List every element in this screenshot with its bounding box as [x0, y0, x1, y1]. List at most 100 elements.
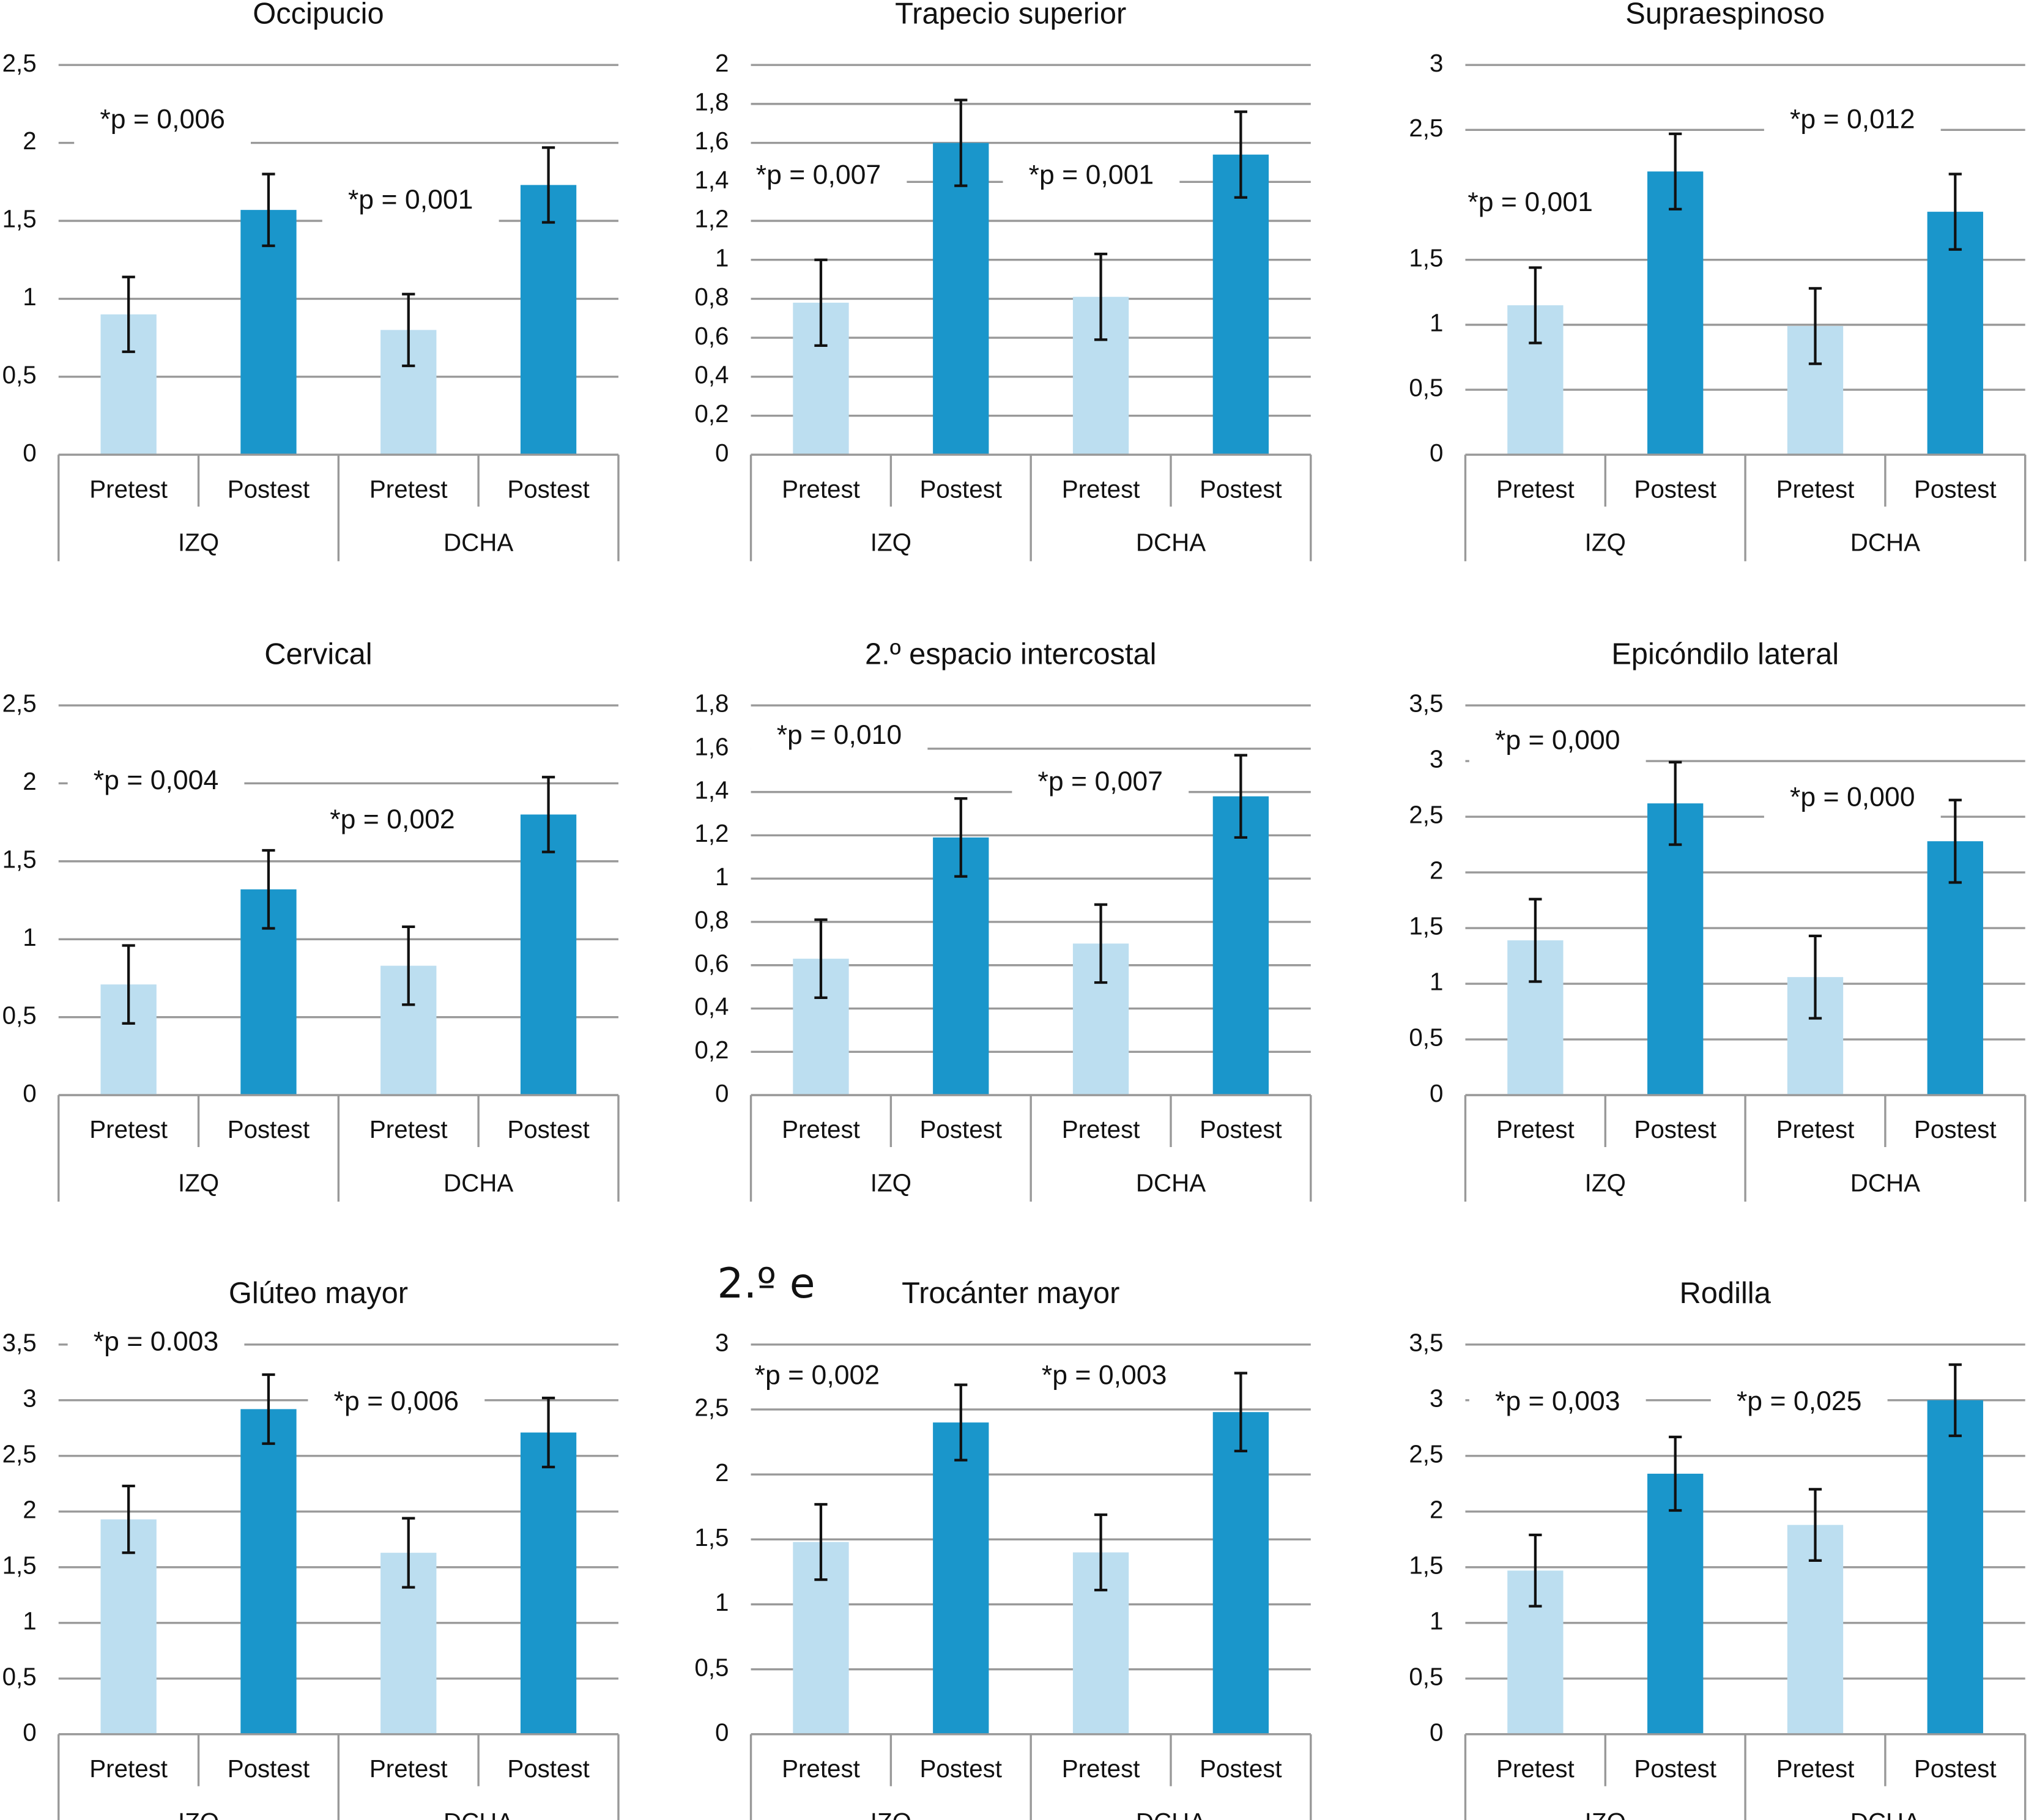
annotation: *p = 0,000 — [1790, 782, 1915, 812]
x-tick-label: Pretest — [1496, 1755, 1575, 1783]
y-tick-label: 0,5 — [1409, 1663, 1443, 1691]
overlay-text: 2.º e — [717, 1260, 815, 1308]
x-tick-label: Pretest — [89, 1115, 168, 1143]
y-tick-label: 3 — [715, 1328, 729, 1356]
x-tick-label: Pretest — [1062, 475, 1140, 503]
x-tick-label: Postest — [920, 1115, 1003, 1143]
x-tick-label: Postest — [1200, 1755, 1282, 1783]
y-tick-label: 1,6 — [694, 127, 729, 155]
chart-title: Epicóndilo lateral — [1611, 637, 1839, 670]
annotation: *p = 0.003 — [94, 1326, 219, 1356]
annotation: *p = 0,004 — [94, 765, 219, 795]
annotation: *p = 0,002 — [330, 804, 455, 834]
y-tick-label: 1,8 — [694, 88, 729, 116]
bar — [933, 837, 989, 1096]
y-tick-label: 3 — [1430, 1384, 1443, 1412]
y-tick-label: 1,2 — [694, 819, 729, 847]
y-tick-label: 0,4 — [694, 360, 729, 388]
y-tick-label: 2,5 — [694, 1394, 729, 1422]
annotation-bg — [1710, 1380, 1888, 1427]
x-tick-label: Postest — [1200, 475, 1282, 503]
group-label: IZQ — [870, 1168, 911, 1197]
y-tick-label: 0,5 — [2, 360, 37, 388]
y-tick-label: 2 — [1430, 856, 1443, 885]
group-label: IZQ — [1585, 528, 1626, 556]
chart-title: Trapecio superior — [895, 0, 1126, 30]
y-tick-label: 2 — [23, 127, 36, 155]
bar — [1927, 1400, 1983, 1734]
chart-title: Occipucio — [253, 0, 384, 30]
annotation-bg — [751, 713, 928, 760]
group-label: DCHA — [1850, 528, 1920, 556]
y-tick-label: 1 — [715, 863, 729, 891]
group-label: DCHA — [443, 1168, 513, 1197]
x-tick-label: Postest — [920, 1755, 1003, 1783]
y-tick-label: 1,5 — [1409, 1551, 1443, 1579]
annotation-bg — [67, 759, 245, 806]
annotation-bg — [1012, 760, 1189, 807]
x-tick-label: Postest — [228, 1115, 310, 1143]
bar — [1927, 212, 1983, 455]
y-tick-label: 0,6 — [694, 322, 729, 350]
annotation: *p = 0,001 — [1467, 187, 1593, 217]
bar — [1647, 803, 1704, 1096]
y-tick-label: 0,5 — [1409, 1023, 1443, 1052]
y-tick-label: 0,4 — [694, 992, 729, 1020]
group-label: IZQ — [1585, 1808, 1626, 1820]
y-tick-label: 1 — [23, 283, 36, 311]
y-tick-label: 3,5 — [1409, 689, 1443, 718]
x-tick-label: Postest — [1634, 1115, 1716, 1143]
x-tick-label: Pretest — [1776, 1755, 1855, 1783]
x-tick-label: Postest — [507, 1115, 590, 1143]
annotation: *p = 0,003 — [1042, 1361, 1167, 1391]
y-tick-label: 1 — [715, 243, 729, 272]
group-label: IZQ — [870, 1808, 911, 1820]
bar — [933, 143, 989, 455]
x-tick-label: Pretest — [1062, 1115, 1140, 1143]
annotation: *p = 0,012 — [1790, 104, 1915, 134]
x-tick-label: Pretest — [1776, 475, 1855, 503]
bar — [520, 185, 577, 455]
group-label: IZQ — [178, 1168, 219, 1197]
x-tick-label: Postest — [507, 1755, 590, 1783]
y-tick-label: 2 — [23, 767, 36, 795]
y-tick-label: 1 — [23, 1606, 36, 1635]
group-label: DCHA — [1136, 1808, 1206, 1820]
bar — [240, 1409, 297, 1734]
y-tick-label: 1,5 — [2, 205, 37, 233]
bar — [240, 210, 297, 455]
y-tick-label: 1,5 — [1409, 912, 1443, 940]
y-tick-label: 0,5 — [694, 1653, 729, 1681]
group-label: DCHA — [1850, 1808, 1920, 1820]
x-tick-label: Postest — [1914, 475, 1997, 503]
annotation-bg — [322, 177, 499, 225]
group-label: IZQ — [178, 1808, 219, 1820]
x-tick-label: Pretest — [89, 1755, 168, 1783]
y-tick-label: 1,5 — [1409, 243, 1443, 272]
y-tick-label: 2,5 — [2, 1439, 37, 1468]
y-tick-label: 2,5 — [1409, 801, 1443, 829]
x-tick-label: Postest — [1634, 475, 1716, 503]
annotation: *p = 0,007 — [756, 160, 881, 190]
x-tick-label: Postest — [1200, 1115, 1282, 1143]
y-tick-label: 0 — [715, 439, 729, 467]
annotation: *p = 0,001 — [348, 185, 473, 215]
x-tick-label: Pretest — [782, 475, 860, 503]
annotation-bg — [1764, 97, 1941, 144]
y-tick-label: 0,8 — [694, 906, 729, 934]
chart-title: Trocánter mayor — [902, 1277, 1119, 1310]
group-label: IZQ — [870, 528, 911, 556]
y-tick-label: 0 — [715, 1079, 729, 1107]
y-tick-label: 1 — [1430, 1606, 1443, 1635]
x-tick-label: Postest — [1634, 1755, 1716, 1783]
annotation: *p = 0,001 — [1029, 160, 1154, 190]
bar — [1212, 1412, 1269, 1734]
x-tick-label: Pretest — [369, 475, 448, 503]
annotation-bg — [1469, 718, 1646, 765]
chart-title: 2.º espacio intercostal — [865, 637, 1157, 670]
annotation-bg — [1003, 153, 1180, 201]
annotation-bg — [74, 97, 251, 144]
bar — [1647, 171, 1704, 455]
group-label: IZQ — [1585, 1168, 1626, 1197]
